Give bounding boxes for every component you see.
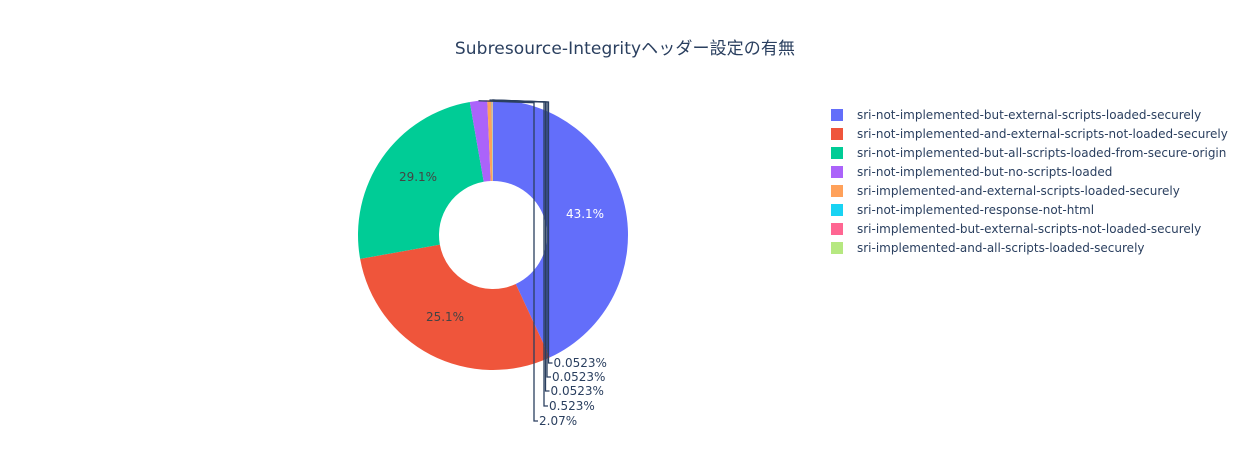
- donut-slice[interactable]: [491, 100, 493, 182]
- legend-swatch: [831, 241, 843, 254]
- slice-label: 43.1%: [566, 207, 604, 221]
- slice-label: 0.0523%: [554, 356, 607, 370]
- slice-label: 0.523%: [549, 399, 595, 413]
- slice-label: 25.1%: [426, 310, 464, 324]
- donut-slice[interactable]: [360, 244, 550, 370]
- leader-line: [478, 100, 538, 422]
- legend-label: sri-not-implemented-but-no-scripts-loade…: [857, 164, 1113, 179]
- legend-label: sri-not-implemented-response-not-html: [857, 202, 1095, 217]
- legend-label: sri-not-implemented-and-external-scripts…: [857, 126, 1228, 141]
- donut-slice[interactable]: [469, 100, 491, 182]
- legend-item[interactable]: sri-implemented-and-all-scripts-loaded-s…: [831, 238, 1228, 257]
- legend-item[interactable]: sri-not-implemented-but-external-scripts…: [831, 105, 1228, 124]
- slice-label: 0.0523%: [552, 370, 605, 384]
- donut-slices[interactable]: [358, 100, 629, 370]
- legend-item[interactable]: sri-implemented-but-external-scripts-not…: [831, 219, 1228, 238]
- legend-item[interactable]: sri-not-implemented-and-external-scripts…: [831, 124, 1228, 143]
- legend-item[interactable]: sri-not-implemented-but-no-scripts-loade…: [831, 162, 1228, 181]
- legend-swatch: [831, 146, 843, 159]
- chart-title: Subresource-Integrityヘッダー設定の有無: [454, 39, 796, 59]
- legend: sri-not-implemented-but-external-scripts…: [831, 105, 1228, 257]
- slice-label: 29.1%: [399, 170, 437, 184]
- legend-item[interactable]: sri-not-implemented-but-all-scripts-load…: [831, 143, 1228, 162]
- slice-labels: 43.1%29.1%25.1%0.0523%0.0523%0.0523%0.52…: [399, 99, 607, 428]
- legend-swatch: [831, 222, 843, 235]
- legend-swatch: [831, 165, 843, 178]
- donut-slice[interactable]: [487, 100, 493, 182]
- donut-slice[interactable]: [358, 102, 484, 259]
- legend-swatch: [831, 203, 843, 216]
- slice-label: 0.0523%: [551, 384, 604, 398]
- leader-line: [489, 99, 548, 407]
- legend-label: sri-not-implemented-but-external-scripts…: [857, 107, 1202, 122]
- legend-label: sri-implemented-but-external-scripts-not…: [857, 221, 1202, 236]
- donut-slice[interactable]: [492, 100, 493, 182]
- slice-label: 2.07%: [539, 414, 577, 428]
- donut-slice[interactable]: [493, 100, 629, 358]
- legend-item[interactable]: sri-not-implemented-response-not-html: [831, 200, 1228, 219]
- legend-swatch: [831, 108, 843, 121]
- legend-swatch: [831, 127, 843, 140]
- legend-label: sri-implemented-and-external-scripts-loa…: [857, 183, 1180, 198]
- legend-label: sri-implemented-and-all-scripts-loaded-s…: [857, 240, 1145, 255]
- legend-label: sri-not-implemented-but-all-scripts-load…: [857, 145, 1227, 160]
- legend-swatch: [831, 184, 843, 197]
- legend-item[interactable]: sri-implemented-and-external-scripts-loa…: [831, 181, 1228, 200]
